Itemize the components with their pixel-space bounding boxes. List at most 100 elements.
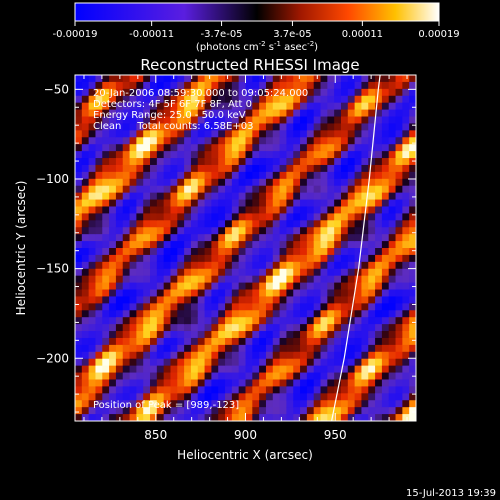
heatmap-cell bbox=[218, 254, 226, 263]
heatmap-cell bbox=[122, 289, 131, 298]
heatmap-cell bbox=[115, 144, 124, 152]
heatmap-cell bbox=[347, 268, 356, 277]
heatmap-cell bbox=[354, 248, 363, 256]
heatmap-cell bbox=[293, 192, 301, 201]
heatmap-cell bbox=[313, 344, 322, 353]
heatmap-cell bbox=[252, 261, 260, 270]
heatmap-cell bbox=[190, 213, 199, 221]
heatmap-cell bbox=[163, 331, 172, 339]
heatmap-cell bbox=[347, 109, 356, 118]
heatmap-cell bbox=[122, 407, 131, 415]
heatmap-cell bbox=[402, 268, 410, 277]
heatmap-cell bbox=[204, 414, 212, 421]
heatmap-cell bbox=[190, 130, 199, 138]
heatmap-cell bbox=[115, 358, 124, 367]
heatmap-cell bbox=[388, 178, 397, 187]
heatmap-cell bbox=[361, 102, 369, 111]
heatmap-cell bbox=[375, 400, 383, 408]
heatmap-cell bbox=[129, 130, 137, 138]
heatmap-cell bbox=[115, 95, 124, 104]
heatmap-cell bbox=[204, 351, 212, 360]
heatmap-cell bbox=[395, 407, 403, 415]
heatmap-cell bbox=[238, 393, 247, 401]
heatmap-cell bbox=[109, 386, 117, 394]
heatmap-cell bbox=[177, 171, 185, 180]
heatmap-cell bbox=[306, 137, 315, 145]
heatmap-cell bbox=[347, 178, 356, 187]
heatmap-cell bbox=[245, 386, 253, 394]
heatmap-cell bbox=[395, 158, 403, 166]
heatmap-cell bbox=[300, 234, 308, 242]
heatmap-cell bbox=[313, 331, 322, 339]
heatmap-cell bbox=[245, 393, 253, 401]
heatmap-cell bbox=[286, 358, 294, 367]
heatmap-cell bbox=[381, 407, 390, 415]
heatmap-cell bbox=[293, 75, 301, 83]
heatmap-cell bbox=[238, 75, 247, 83]
heatmap-cell bbox=[354, 241, 363, 249]
heatmap-cell bbox=[129, 268, 137, 277]
heatmap-cell bbox=[259, 386, 267, 394]
heatmap-cell bbox=[231, 178, 240, 187]
heatmap-cell bbox=[204, 282, 212, 291]
heatmap-cell bbox=[293, 344, 301, 353]
heatmap-cell bbox=[115, 116, 124, 125]
heatmap-cell bbox=[286, 95, 294, 104]
heatmap-cell bbox=[156, 386, 165, 394]
heatmap-cell bbox=[238, 144, 247, 152]
heatmap-cell bbox=[211, 379, 219, 387]
heatmap-cell bbox=[150, 130, 158, 138]
heatmap-cell bbox=[375, 213, 383, 221]
heatmap-cell bbox=[395, 171, 403, 180]
heatmap-cell bbox=[177, 206, 185, 214]
heatmap-cell bbox=[402, 109, 410, 118]
heatmap-cell bbox=[95, 192, 103, 201]
heatmap-cell bbox=[156, 365, 165, 374]
heatmap-cell bbox=[340, 81, 349, 90]
heatmap-cell bbox=[388, 75, 397, 83]
heatmap-cell bbox=[170, 337, 178, 346]
heatmap-cell bbox=[109, 337, 117, 346]
heatmap-cell bbox=[279, 296, 288, 304]
heatmap-cell bbox=[354, 164, 363, 173]
heatmap-cell bbox=[340, 185, 349, 194]
heatmap-cell bbox=[102, 414, 110, 421]
heatmap-cell bbox=[129, 102, 137, 111]
heatmap-cell bbox=[218, 275, 226, 284]
heatmap-cell bbox=[327, 88, 335, 97]
heatmap-cell bbox=[170, 109, 178, 118]
heatmap-cell bbox=[293, 130, 301, 138]
heatmap-cell bbox=[388, 81, 397, 90]
heatmap-cell bbox=[252, 213, 260, 221]
heatmap-cell bbox=[102, 88, 110, 97]
heatmap-cell bbox=[204, 227, 212, 235]
heatmap-cell bbox=[109, 81, 117, 90]
heatmap-cell bbox=[143, 116, 151, 125]
heatmap-cell bbox=[375, 303, 383, 311]
heatmap-cell bbox=[163, 123, 172, 131]
heatmap-cell bbox=[259, 95, 267, 104]
heatmap-cell bbox=[388, 386, 397, 394]
heatmap-cell bbox=[252, 407, 260, 415]
heatmap-cell bbox=[231, 130, 240, 138]
heatmap-cell bbox=[245, 344, 253, 353]
heatmap-cell bbox=[163, 275, 172, 284]
heatmap-cell bbox=[265, 164, 274, 173]
heatmap-cell bbox=[381, 206, 390, 214]
heatmap-cell bbox=[109, 331, 117, 339]
heatmap-cell bbox=[211, 102, 219, 111]
heatmap-cell bbox=[211, 234, 219, 242]
heatmap-cell bbox=[293, 185, 301, 194]
heatmap-cell bbox=[231, 137, 240, 145]
heatmap-cell bbox=[354, 296, 363, 304]
heatmap-cell bbox=[75, 337, 83, 346]
heatmap-cell bbox=[279, 185, 288, 194]
heatmap-cell bbox=[265, 414, 274, 421]
heatmap-cell bbox=[190, 268, 199, 277]
heatmap-cell bbox=[381, 199, 390, 208]
heatmap-cell bbox=[143, 400, 151, 408]
heatmap-cell bbox=[184, 234, 192, 242]
heatmap-cell bbox=[347, 296, 356, 304]
heatmap-cell bbox=[245, 331, 253, 339]
heatmap-cell bbox=[75, 261, 83, 270]
